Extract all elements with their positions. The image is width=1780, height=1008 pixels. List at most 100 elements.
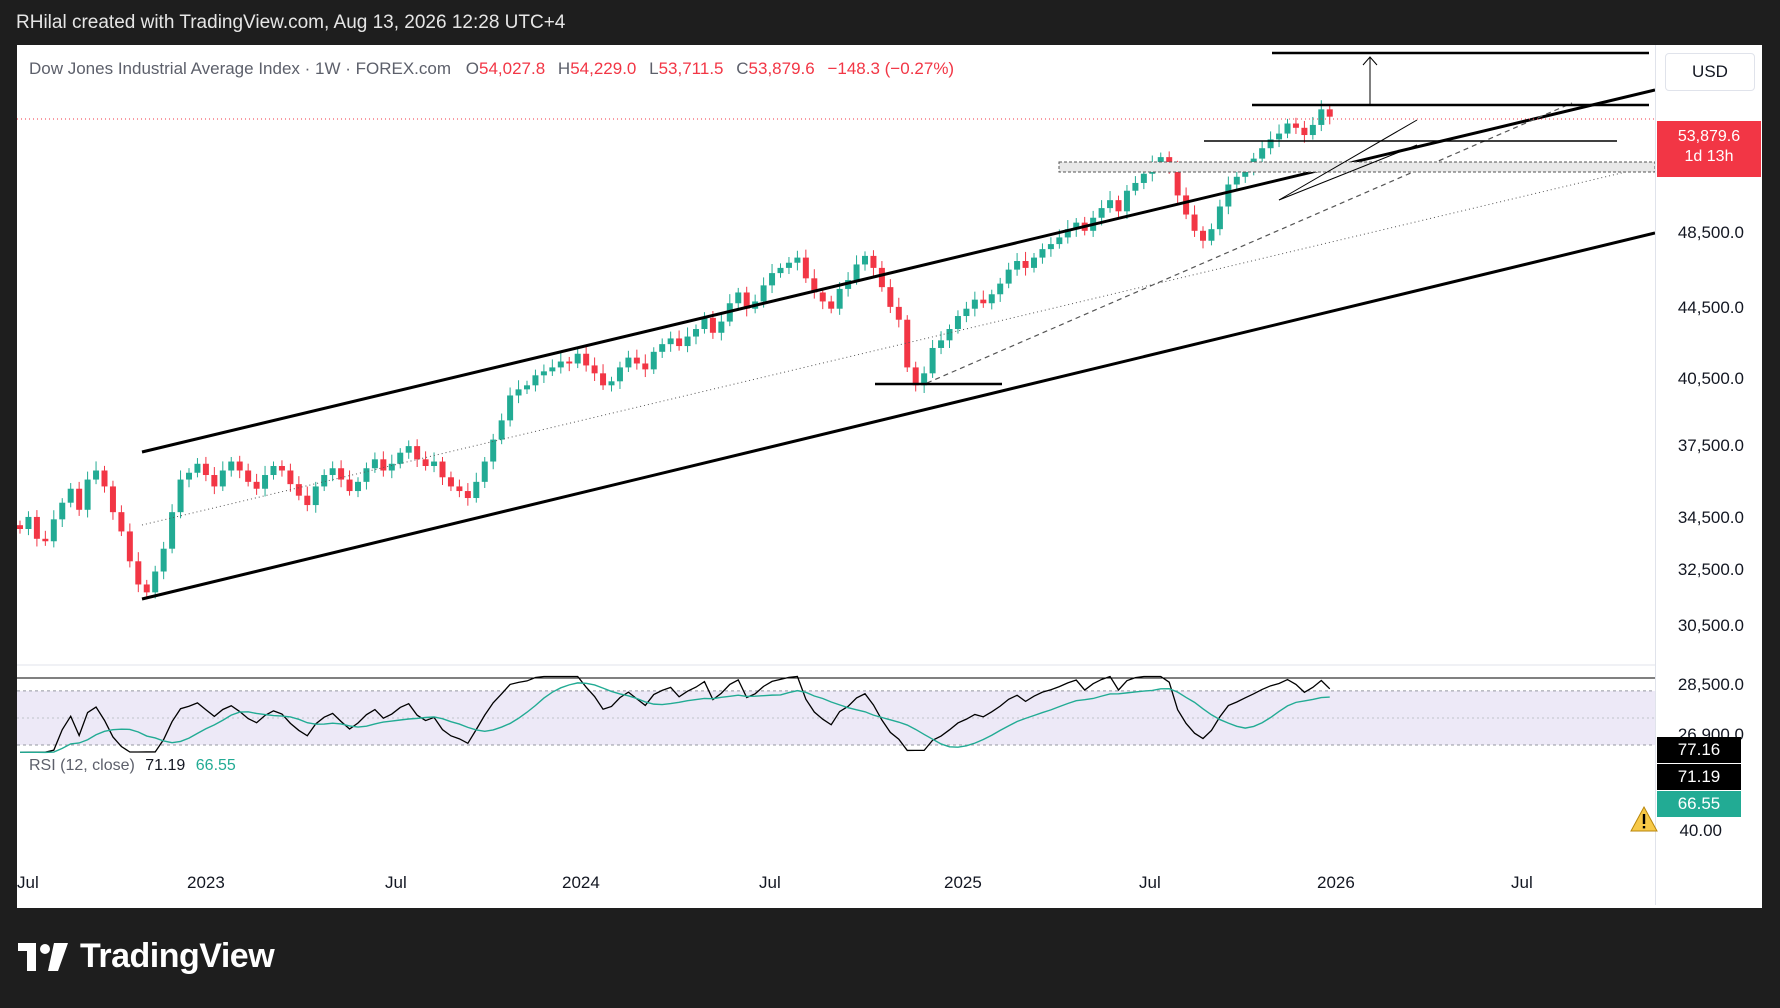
candle-body [312, 486, 319, 506]
candle-body [1267, 139, 1274, 149]
low-value: 53,711.5 [658, 59, 724, 78]
candle-body [887, 287, 894, 307]
chart-container[interactable]: Dow Jones Industrial Average Index · 1W … [17, 45, 1762, 908]
price-axis[interactable] [1655, 45, 1763, 905]
candle-body [1233, 176, 1240, 185]
candle-body [709, 317, 716, 333]
candle-body [980, 299, 987, 304]
candle-body [236, 461, 243, 471]
candle-body [616, 367, 623, 382]
candle-body [431, 461, 438, 467]
price-tick: 32,500.0 [1677, 560, 1744, 579]
candle-body [363, 468, 370, 482]
candle-body [1326, 109, 1333, 117]
candle-body [1132, 182, 1139, 191]
candle-body [912, 367, 919, 386]
candle-body [574, 353, 581, 364]
price-chart-plot[interactable] [17, 45, 1655, 905]
candle-body [169, 512, 176, 549]
warning-icon[interactable] [1629, 805, 1659, 833]
candle-body [1259, 148, 1266, 159]
candle-body [760, 285, 767, 302]
candle-body [667, 338, 674, 345]
candle-body [1174, 167, 1181, 196]
symbol-legend[interactable]: Dow Jones Industrial Average Index · 1W … [29, 59, 954, 79]
candle-body [101, 470, 108, 487]
candle-body [1014, 261, 1021, 270]
candle-body [963, 308, 970, 317]
candle-body [109, 486, 116, 513]
candle-body [954, 316, 961, 330]
candle-body [439, 461, 446, 478]
candle-body [650, 351, 657, 370]
wedge-lower-line [1278, 144, 1418, 201]
candle-body [464, 491, 471, 499]
tradingview-brand[interactable]: TradingView [18, 937, 275, 976]
candle-body [33, 516, 40, 539]
candle-body [1098, 208, 1105, 218]
candle-body [1309, 124, 1316, 136]
rsi-current-tag: 71.19 [1657, 764, 1741, 790]
candle-body [895, 306, 902, 320]
candle-body [1191, 214, 1198, 231]
candle-body [938, 340, 945, 348]
candle-body [245, 470, 252, 482]
rsi-upper-level-tag: 77.16 [1657, 737, 1741, 763]
candle-body [1157, 157, 1164, 165]
candle-body [456, 486, 463, 492]
candle-body [1284, 123, 1291, 134]
open-key: O [465, 59, 479, 78]
price-tick: 28,500.0 [1677, 675, 1744, 694]
currency-selector[interactable]: USD [1665, 53, 1755, 91]
rsi-lower-level-label: 40.00 [1679, 821, 1722, 840]
candle-body [836, 288, 843, 309]
candle-body [549, 367, 556, 372]
candle-body [397, 452, 404, 464]
candle-body [794, 257, 801, 263]
last-price-value: 53,879.6 [1677, 128, 1741, 145]
rsi-legend[interactable]: RSI (12, close) 71.19 66.55 [29, 757, 236, 775]
candle-body [608, 381, 615, 386]
candle-body [870, 255, 877, 268]
candle-body [828, 301, 835, 309]
high-key: H [557, 59, 571, 78]
rsi-legend-value: 71.19 [145, 757, 186, 774]
candle-body [904, 319, 911, 368]
time-label: 2025 [944, 873, 982, 892]
candle-body [270, 466, 277, 476]
candle-body [490, 439, 497, 462]
candle-body [84, 479, 91, 510]
candle-body [507, 395, 514, 421]
rsi-label: RSI (12, close) [29, 757, 135, 774]
tradingview-logo-icon [18, 942, 68, 971]
candle-body [600, 373, 607, 386]
price-tick: 48,500.0 [1677, 223, 1744, 242]
candle-body [1005, 269, 1012, 284]
candle-body [321, 475, 328, 487]
chart-caption: RHilal created with TradingView.com, Aug… [16, 12, 566, 33]
time-label: 2026 [1317, 873, 1355, 892]
candle-body [540, 371, 547, 376]
candle-body [135, 561, 142, 585]
time-label: 2024 [562, 873, 600, 892]
candle-body [701, 317, 708, 330]
candle-body [42, 538, 49, 542]
candle-body [1115, 200, 1122, 212]
candle-body [211, 475, 218, 487]
rsi-line [19, 675, 1331, 753]
candle-body [118, 512, 125, 532]
rsi-ma-legend-value: 66.55 [195, 757, 236, 774]
candle-body [126, 531, 133, 562]
candle-body [1031, 257, 1037, 268]
candle-body [76, 488, 83, 510]
candle-body [388, 463, 395, 471]
candle-body [447, 477, 454, 487]
candle-body [414, 446, 421, 460]
candle-body [515, 389, 522, 396]
change-value: −148.3 (−0.27%) [827, 59, 955, 78]
candle-body [1056, 237, 1063, 245]
price-tick: 37,500.0 [1677, 436, 1744, 455]
price-tick: 44,500.0 [1677, 298, 1744, 317]
rsi-ma-line [19, 682, 1330, 754]
candle-body [532, 375, 539, 386]
